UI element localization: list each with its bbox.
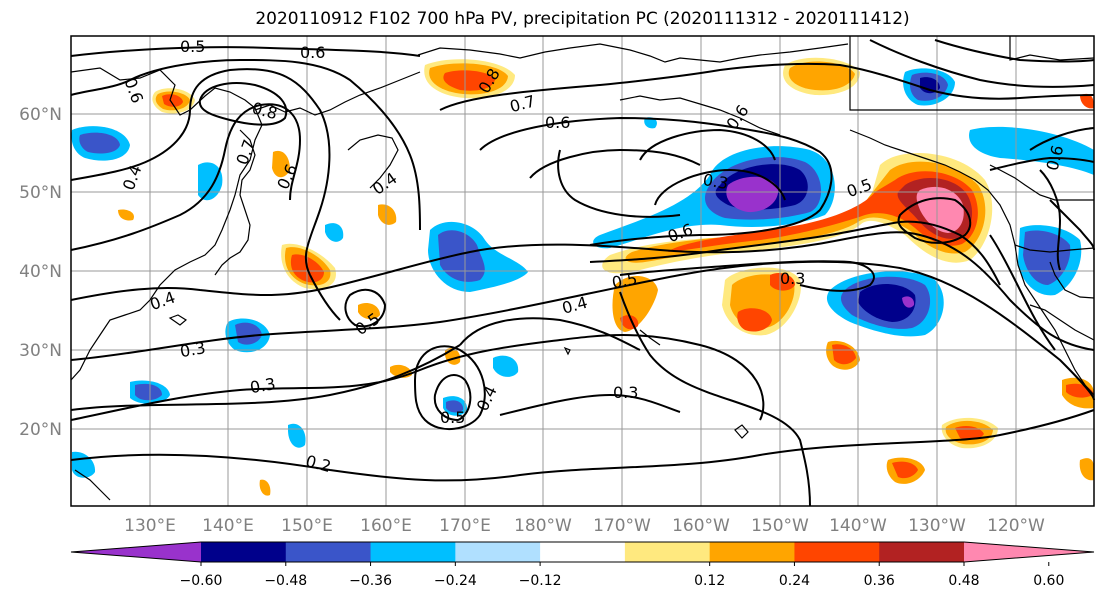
contour-label: 0.3 xyxy=(249,374,277,397)
colorbar-tick-label: 0.60 xyxy=(1033,573,1064,589)
longitude-labels: 130°E 140°E 150°E 160°E 170°E 180°W 170°… xyxy=(124,516,1045,536)
lat-label: 20°N xyxy=(19,420,62,440)
lon-label: 140°E xyxy=(202,516,254,536)
pv-contours xyxy=(70,39,1095,507)
contour-label: 0.3 xyxy=(179,338,207,361)
colorbar-segment xyxy=(709,542,795,562)
contour-label: 0.5 xyxy=(180,37,205,56)
colorbar-segment xyxy=(624,542,711,562)
colorbar-tick-label: −0.60 xyxy=(180,573,223,589)
lat-label: 60°N xyxy=(19,105,62,125)
contour-label: 0.3 xyxy=(780,269,805,288)
colorbar-tick-label: −0.24 xyxy=(434,573,477,589)
contour-label: 0.3 xyxy=(613,383,638,402)
lat-label: 30°N xyxy=(19,341,62,361)
lon-label: 170°E xyxy=(439,516,491,536)
lon-label: 150°E xyxy=(281,516,333,536)
contour-label: 0.5 xyxy=(440,408,465,427)
lon-label: 120°W xyxy=(987,516,1045,536)
colorbar-segment xyxy=(455,542,541,562)
colorbar xyxy=(70,541,1095,563)
colorbar-tick-label: 0.24 xyxy=(779,573,810,589)
colorbar-tick-label: 0.48 xyxy=(948,573,979,589)
lon-label: 130°E xyxy=(124,516,176,536)
colorbar-segment xyxy=(540,542,626,562)
lon-label: 160°E xyxy=(360,516,412,536)
colorbar-segment xyxy=(794,542,880,562)
map-title: 2020110912 F102 700 hPa PV, precipitatio… xyxy=(255,9,910,29)
lat-label: 40°N xyxy=(19,262,62,282)
lon-label: 160°W xyxy=(672,516,730,536)
colorbar-tick-label: 0.36 xyxy=(864,573,895,589)
colorbar-segment xyxy=(285,542,372,562)
lon-label: 130°W xyxy=(908,516,966,536)
lat-label: 50°N xyxy=(19,183,62,203)
colorbar-tick-label: −0.36 xyxy=(349,573,392,589)
colorbar-tick-label: −0.12 xyxy=(519,573,562,589)
lon-label: 170°W xyxy=(593,516,651,536)
contour-label: 0.6 xyxy=(300,43,325,62)
colorbar-extend-max xyxy=(964,542,1094,562)
map-frame xyxy=(70,35,1095,507)
contour-label: 0.6 xyxy=(545,113,570,132)
colorbar-tick-label: 0.12 xyxy=(694,573,725,589)
contour-label: 0.3 xyxy=(701,170,729,193)
colorbar-extend-min xyxy=(71,542,201,562)
colorbar-segment xyxy=(201,542,287,562)
lon-label: 150°W xyxy=(751,516,809,536)
colorbar-ticks: −0.60 −0.48 −0.36 −0.24 −0.12 0.12 0.24 0.36 0.4… xyxy=(180,562,1064,589)
latitude-labels: 60°N 50°N 40°N 30°N 20°N xyxy=(19,105,62,440)
lon-label: 180°W xyxy=(514,516,572,536)
colorbar-segment xyxy=(879,542,965,562)
coastlines xyxy=(70,36,1095,501)
colorbar-tick-label: −0.48 xyxy=(264,573,307,589)
lon-label: 140°W xyxy=(829,516,887,536)
colorbar-segment xyxy=(370,542,456,562)
shaded-precip xyxy=(71,57,1094,496)
contour-label: 0.5 xyxy=(610,269,638,292)
